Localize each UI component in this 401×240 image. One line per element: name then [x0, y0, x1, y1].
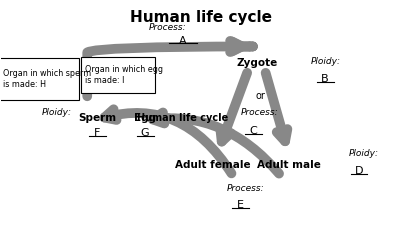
Text: Process:: Process: — [240, 108, 278, 117]
FancyBboxPatch shape — [0, 58, 79, 100]
Text: A: A — [179, 36, 186, 46]
Text: Adult female: Adult female — [175, 160, 250, 170]
Text: Adult male: Adult male — [256, 160, 320, 170]
Text: G: G — [140, 128, 149, 138]
Text: B: B — [320, 74, 328, 84]
Text: Ploidy:: Ploidy: — [310, 57, 340, 66]
Text: Human life cycle: Human life cycle — [137, 113, 228, 123]
Text: Ploidy:: Ploidy: — [41, 108, 71, 117]
Text: Human life cycle: Human life cycle — [130, 10, 271, 25]
Text: F: F — [94, 128, 100, 138]
Text: Organ in which egg
is made: I: Organ in which egg is made: I — [85, 65, 163, 85]
Text: Egg: Egg — [134, 113, 156, 123]
Text: Process:: Process: — [149, 23, 186, 32]
Text: D: D — [354, 166, 362, 176]
Text: C: C — [248, 126, 256, 136]
Text: Sperm: Sperm — [78, 113, 116, 123]
Text: Zygote: Zygote — [236, 58, 277, 68]
Text: Ploidy:: Ploidy: — [348, 149, 378, 158]
Text: or: or — [255, 91, 265, 101]
FancyBboxPatch shape — [81, 57, 155, 93]
Text: Process:: Process: — [227, 184, 264, 193]
Text: E: E — [236, 200, 243, 210]
Text: Organ in which sperm
is made: H: Organ in which sperm is made: H — [3, 70, 91, 89]
